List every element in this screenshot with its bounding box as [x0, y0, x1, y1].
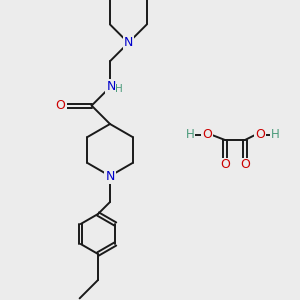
Text: H: H [186, 128, 194, 142]
Text: H: H [271, 128, 279, 142]
Text: N: N [124, 36, 133, 49]
Text: H: H [115, 84, 123, 94]
Text: O: O [56, 99, 66, 112]
Text: N: N [106, 80, 116, 93]
Text: O: O [202, 128, 212, 142]
Text: O: O [220, 158, 230, 172]
Text: O: O [240, 158, 250, 172]
Text: O: O [255, 128, 265, 142]
Text: N: N [105, 169, 115, 182]
